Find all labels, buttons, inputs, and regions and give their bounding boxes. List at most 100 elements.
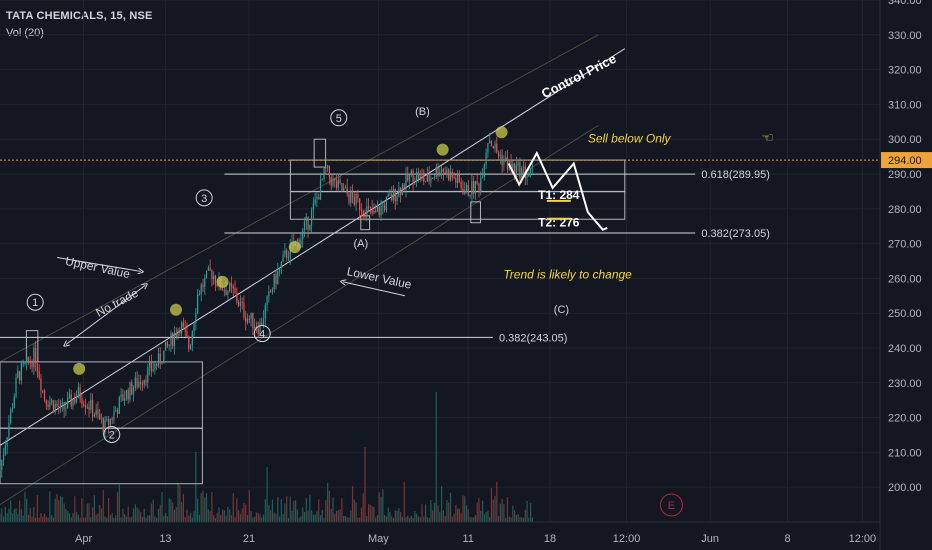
candle-body-252	[448, 169, 450, 181]
candle-body-279	[496, 143, 498, 153]
volume-bar-224	[398, 508, 400, 522]
time-tick-3: May	[368, 533, 389, 545]
volume-bar-232	[412, 517, 414, 522]
candle-body-67	[118, 397, 120, 414]
volume-bar-198	[351, 485, 354, 522]
volume-bar-159	[282, 514, 284, 522]
candle-body-102	[181, 322, 183, 334]
volume-bar-98	[173, 509, 176, 522]
candle-body-246	[437, 167, 439, 176]
candle-body-233	[414, 180, 416, 183]
volume-bar-28	[49, 491, 51, 522]
volume-bar-71	[125, 516, 128, 522]
wave-label-4: 5	[336, 113, 342, 125]
candle-body-116	[205, 270, 208, 278]
candle-body-208	[369, 206, 371, 208]
volume-bar-143	[254, 516, 256, 522]
volume-bar-212	[376, 515, 379, 522]
candle-body-256	[455, 177, 457, 183]
volume-bar-264	[469, 516, 471, 522]
volume-bar-216	[384, 514, 386, 522]
candle-body-83	[147, 367, 149, 383]
price-tick-12: 220.00	[888, 413, 922, 425]
candle-body-185	[328, 165, 331, 178]
volume-bar-281	[499, 503, 501, 522]
candle-body-155	[275, 273, 277, 284]
candle-body-62	[109, 418, 111, 426]
candle-body-37	[65, 408, 67, 410]
projection-path	[507, 150, 608, 231]
volume-bar-48	[84, 517, 87, 522]
volume-bar-23	[40, 513, 42, 522]
candle-body-172	[305, 216, 307, 222]
candle-body-244	[433, 177, 436, 179]
time-tick-2: 21	[243, 533, 255, 545]
volume-bar-41	[72, 513, 74, 522]
volume-bar-248	[440, 486, 443, 522]
candle-body-274	[487, 143, 489, 153]
candle-body-54	[95, 409, 97, 416]
volume-bar-13	[22, 515, 24, 522]
volume-bar-217	[385, 516, 387, 522]
price-tick-0: 340.00	[888, 0, 922, 7]
price-tick-6: 280.00	[888, 204, 922, 216]
candle-body-112	[198, 294, 201, 296]
volume-bar-271	[481, 500, 484, 522]
candle-body-272	[483, 164, 485, 177]
volume-bar-280	[497, 516, 500, 522]
candle-body-119	[211, 270, 213, 279]
candle-body-189	[335, 180, 338, 189]
volume-bar-82	[145, 517, 147, 522]
volume-bar-93	[164, 512, 167, 522]
candle-body-158	[280, 261, 282, 268]
candle-body-133	[236, 292, 238, 302]
volume-bar-145	[257, 512, 259, 522]
volume-bar-227	[403, 482, 405, 522]
candle-body-188	[334, 178, 336, 181]
volume-bar-112	[198, 514, 201, 522]
volume-bar-273	[485, 512, 487, 522]
candle-body-210	[373, 210, 375, 214]
candle-body-101	[179, 329, 181, 334]
control-price-line	[0, 48, 626, 446]
volume-bar-189	[335, 510, 338, 522]
volume-bar-204	[362, 493, 364, 522]
volume-bar-95	[168, 498, 170, 522]
volume-bar-37	[65, 509, 67, 522]
candle-body-285	[506, 157, 509, 170]
volume-bar-266	[473, 517, 475, 522]
candle-body-237	[421, 173, 423, 176]
fib-level-label-1: 0.382(273.05)	[701, 228, 770, 240]
candle-body-284	[505, 157, 507, 160]
candle-body-190	[337, 179, 339, 189]
candle-body-105	[186, 331, 188, 337]
volume-bar-0	[0, 513, 1, 522]
time-tick-8: 8	[785, 533, 791, 545]
wave-circle-2	[195, 189, 213, 207]
volume-bar-175	[311, 510, 313, 522]
candle-body-77	[136, 377, 138, 388]
volume-bar-153	[271, 499, 274, 522]
volume-bar-277	[492, 499, 494, 522]
candle-body-282	[501, 155, 503, 165]
volume-bar-100	[177, 482, 179, 522]
candle-body-127	[225, 290, 227, 295]
volume-bar-4	[6, 513, 8, 522]
volume-bar-236	[419, 517, 421, 522]
candle-body-273	[485, 152, 487, 165]
volume-bar-186	[330, 508, 332, 522]
annotation-1: Upper Value	[64, 254, 132, 281]
volume-bar-272	[483, 514, 485, 522]
volume-bar-70	[124, 514, 126, 522]
volume-bar-161	[286, 496, 288, 522]
grid	[0, 0, 880, 522]
volume-bar-197	[350, 510, 352, 522]
volume-bar-94	[166, 516, 168, 522]
candle-body-5	[8, 423, 10, 438]
candle-body-283	[503, 159, 505, 165]
wave-label-5: (A)	[353, 238, 368, 250]
candle-body-217	[385, 197, 387, 210]
candle-body-197	[350, 191, 352, 203]
candle-body-23	[40, 378, 42, 391]
